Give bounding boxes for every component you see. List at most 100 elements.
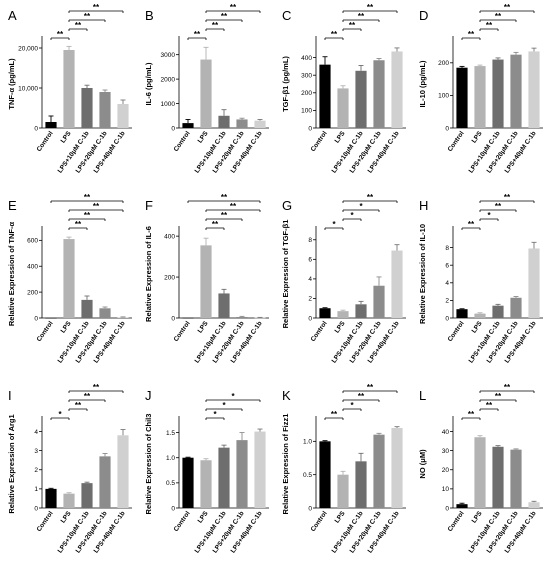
y-tick-label: 0: [34, 315, 38, 322]
significance-label: **: [93, 3, 100, 12]
bar: [218, 115, 230, 128]
y-tick-label: 0: [308, 315, 312, 322]
y-axis-label: TGF-β1 (pg/mL): [281, 56, 290, 112]
significance-label: **: [468, 220, 475, 229]
category-label: Control: [447, 510, 466, 533]
bar: [117, 104, 129, 128]
y-tick-label: 4: [445, 280, 449, 287]
panel-letter: A: [8, 8, 17, 23]
panel-i: I 0 1 2 3 4 Relative Expression of Arg1 Control…: [7, 383, 132, 555]
y-tick-label: 200: [301, 90, 312, 97]
y-tick-label: 0: [308, 125, 312, 132]
panel-letter: I: [8, 388, 12, 403]
y-tick-label: 2000: [161, 76, 176, 83]
bar: [373, 60, 385, 128]
panel-letter: H: [419, 198, 428, 213]
significance-label: **: [221, 211, 228, 220]
panel-k: K 0 0.5 1.0 Relative Expression of Fizz1 Cont…: [281, 383, 406, 555]
y-tick-label: 1.5: [166, 430, 175, 437]
y-tick-label: 0: [445, 125, 449, 132]
bar: [456, 309, 468, 318]
bar: [510, 449, 522, 508]
significance-label: **: [367, 193, 374, 202]
y-axis-label: Relative Expression of TNF-α: [7, 222, 16, 327]
significance-label: *: [350, 211, 354, 220]
bar: [474, 66, 486, 128]
y-tick-label: 3000: [161, 52, 176, 59]
panel-letter: G: [282, 198, 292, 213]
bar: [236, 440, 248, 508]
y-tick-label: 30: [442, 448, 450, 455]
y-tick-label: 20,000: [18, 45, 38, 52]
y-tick-label: 10: [442, 486, 450, 493]
y-tick-label: 0: [171, 505, 175, 512]
y-tick-label: 0: [34, 505, 38, 512]
significance-label: **: [75, 401, 82, 410]
significance-label: **: [486, 401, 493, 410]
bar: [45, 122, 57, 128]
category-label: LPS: [60, 130, 73, 145]
significance-label: **: [367, 383, 374, 392]
y-tick-label: 400: [164, 233, 175, 240]
bar: [391, 51, 403, 128]
category-label: LPS: [334, 130, 347, 145]
bar: [337, 88, 349, 128]
category-label: LPS: [197, 130, 210, 145]
panel-letter: B: [145, 8, 154, 23]
y-tick-label: 200: [164, 274, 175, 281]
bar: [254, 120, 266, 128]
significance-label: *: [222, 401, 226, 410]
y-tick-label: 3: [34, 448, 38, 455]
bar: [319, 308, 331, 318]
category-label: Control: [310, 130, 329, 153]
y-axis-label: Relative Expression of Chil3: [144, 414, 153, 515]
bar: [200, 245, 212, 318]
bar: [373, 434, 385, 508]
bar: [218, 293, 230, 318]
bar: [337, 311, 349, 318]
category-label: Control: [447, 320, 466, 343]
bar: [319, 441, 331, 508]
significance-label: *: [58, 410, 62, 419]
y-tick-label: 8: [308, 237, 312, 244]
bar: [200, 460, 212, 508]
significance-label: **: [75, 220, 82, 229]
bar: [528, 502, 540, 508]
y-axis-label: Relative Expression of TGF-β1: [281, 220, 290, 329]
significance-label: **: [358, 12, 365, 21]
bar: [474, 313, 486, 318]
y-axis-label: Relative Expression of IL-10: [418, 224, 427, 324]
bar: [63, 239, 75, 318]
y-tick-label: 0.5: [303, 472, 312, 479]
category-label: LPS: [334, 320, 347, 335]
y-tick-label: 100: [438, 93, 449, 100]
bar: [373, 285, 385, 318]
significance-label: **: [57, 30, 64, 39]
significance-label: **: [194, 30, 201, 39]
y-tick-label: 8: [445, 245, 449, 252]
bar: [528, 248, 540, 318]
significance-label: **: [486, 21, 493, 30]
y-tick-label: 2: [445, 298, 449, 305]
panel-e: E 0 200 400 600 Relative Expression of TNF-α C…: [7, 193, 132, 365]
significance-label: **: [93, 383, 100, 392]
significance-label: **: [230, 3, 237, 12]
panel-letter: J: [145, 388, 152, 403]
panel-j: J 0 0.5 1.0 1.5 Relative Expression of Chil3 C…: [144, 388, 269, 555]
y-tick-label: 600: [27, 238, 38, 245]
bar: [456, 504, 468, 508]
significance-label: **: [331, 410, 338, 419]
y-axis-label: Relative Expression of Fizz1: [281, 414, 290, 515]
category-label: LPS: [471, 510, 484, 525]
bar: [81, 483, 93, 508]
bar: [45, 488, 57, 508]
significance-label: **: [495, 392, 502, 401]
bar: [182, 123, 194, 128]
bar: [236, 119, 248, 128]
bar: [63, 493, 75, 508]
bar: [63, 50, 75, 128]
y-tick-label: 4: [34, 429, 38, 436]
bar: [391, 250, 403, 318]
category-label: LPS: [197, 320, 210, 335]
